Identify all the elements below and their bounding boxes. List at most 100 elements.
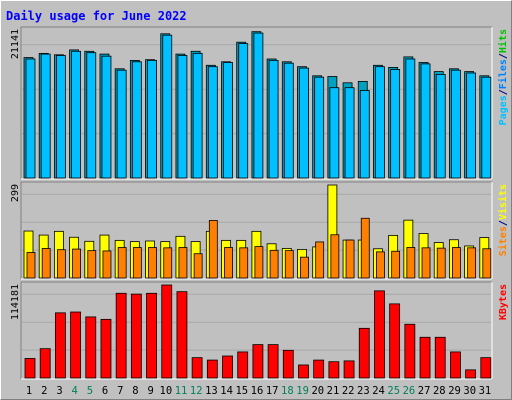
- kbytes-bar: [146, 292, 157, 379]
- legend-entry: /: [498, 89, 509, 95]
- sites-bar: [254, 246, 264, 279]
- sites-bar: [148, 247, 157, 279]
- files-bar: [451, 69, 461, 179]
- kbytes-bar: [161, 284, 173, 379]
- files-bar: [131, 61, 142, 179]
- kbytes-bar: [419, 336, 431, 379]
- x-tick-label: 25: [387, 385, 400, 397]
- legend-entry: Sites: [497, 226, 509, 256]
- x-tick-label: 30: [463, 385, 476, 397]
- x-tick-label: 17: [266, 385, 279, 397]
- files-bar: [192, 52, 203, 179]
- legend-entry: /: [498, 220, 509, 226]
- kbytes-bar: [252, 344, 264, 379]
- sites-bar: [315, 241, 325, 279]
- files-bar: [55, 55, 66, 179]
- kbytes-bar: [24, 358, 36, 379]
- x-tick-label: 28: [433, 385, 446, 397]
- sites-bar: [330, 234, 340, 279]
- sites-bar: [239, 247, 249, 279]
- kbytes-bar: [450, 351, 461, 379]
- files-bar: [359, 90, 370, 179]
- kbytes-bar: [222, 355, 233, 379]
- sites-bar: [26, 252, 36, 279]
- sites-bar: [117, 247, 127, 279]
- files-bar: [405, 58, 416, 179]
- kbytes-bar: [465, 369, 477, 379]
- files-bar: [314, 76, 325, 179]
- legend-entry: Hits: [497, 29, 509, 53]
- sites-bar: [208, 220, 218, 279]
- kbytes-bar: [176, 291, 188, 379]
- x-tick-label: 26: [403, 385, 416, 397]
- x-tick-label: 18: [281, 385, 294, 397]
- legend-entry: KBytes: [498, 284, 509, 320]
- x-tick-label: 27: [418, 385, 431, 397]
- sites-bar: [421, 247, 431, 279]
- files-bar: [207, 66, 218, 179]
- legend: Pages/Files/Hits: [497, 29, 509, 125]
- files-bar: [299, 67, 309, 179]
- files-bar: [86, 52, 97, 179]
- kbytes-bar: [130, 293, 142, 379]
- x-tick-label: 22: [342, 385, 355, 397]
- y-max-label: 299: [10, 184, 21, 202]
- sites-bar: [391, 250, 401, 279]
- sites-bar: [178, 247, 188, 279]
- files-bar: [268, 59, 279, 179]
- sites-bar: [482, 248, 492, 279]
- x-tick-label: 14: [220, 385, 233, 397]
- x-tick-label: 31: [479, 385, 492, 397]
- x-tick-label: 1: [26, 385, 32, 397]
- x-tick-label: 16: [251, 385, 264, 397]
- kbytes-bar: [282, 349, 294, 379]
- kbytes-bar: [191, 357, 203, 379]
- y-max-label: 21141: [10, 29, 21, 59]
- files-bar: [481, 76, 492, 179]
- files-bar: [466, 72, 477, 179]
- files-bar: [420, 63, 431, 179]
- sites-bar: [56, 249, 66, 279]
- kbytes-bar: [267, 344, 279, 379]
- sites-bar: [132, 247, 142, 279]
- x-tick-label: 15: [235, 385, 248, 397]
- x-tick-label: 24: [372, 385, 385, 397]
- x-tick-label: 20: [311, 385, 324, 397]
- kbytes-bar: [70, 311, 81, 379]
- chart-title: Daily usage for June 2022: [6, 9, 187, 23]
- kbytes-bar: [298, 364, 309, 379]
- legend: Sites/Visits: [497, 184, 509, 256]
- x-tick-label: 23: [357, 385, 370, 397]
- x-tick-label: 29: [448, 385, 461, 397]
- sites-bar: [406, 247, 416, 279]
- files-bar: [116, 69, 127, 179]
- files-bar: [162, 34, 173, 179]
- files-bar: [71, 50, 81, 179]
- x-tick-label: 4: [72, 385, 78, 397]
- kbytes-bar: [434, 336, 446, 379]
- files-bar: [147, 59, 157, 179]
- sites-bar: [345, 239, 355, 279]
- legend-entry: Visits: [497, 184, 509, 220]
- sites-bar: [436, 247, 446, 279]
- sites-bar: [300, 256, 309, 279]
- files-bar: [223, 62, 233, 179]
- kbytes-bar: [374, 290, 385, 379]
- x-tick-label: 21: [327, 385, 340, 397]
- files-bar: [177, 55, 188, 179]
- sites-bar: [269, 249, 279, 279]
- kbytes-bar: [404, 323, 416, 379]
- kbytes-bar: [358, 327, 370, 379]
- kbytes-bar: [237, 351, 249, 379]
- kbytes-bar: [328, 361, 340, 379]
- sites-bar: [87, 250, 97, 279]
- files-bar: [390, 69, 401, 179]
- sites-bar: [360, 217, 370, 279]
- sites-bar: [41, 248, 51, 279]
- files-bar: [375, 66, 385, 179]
- files-bar: [283, 62, 294, 179]
- kbytes-bar: [115, 292, 127, 379]
- kbytes-bar: [313, 359, 325, 379]
